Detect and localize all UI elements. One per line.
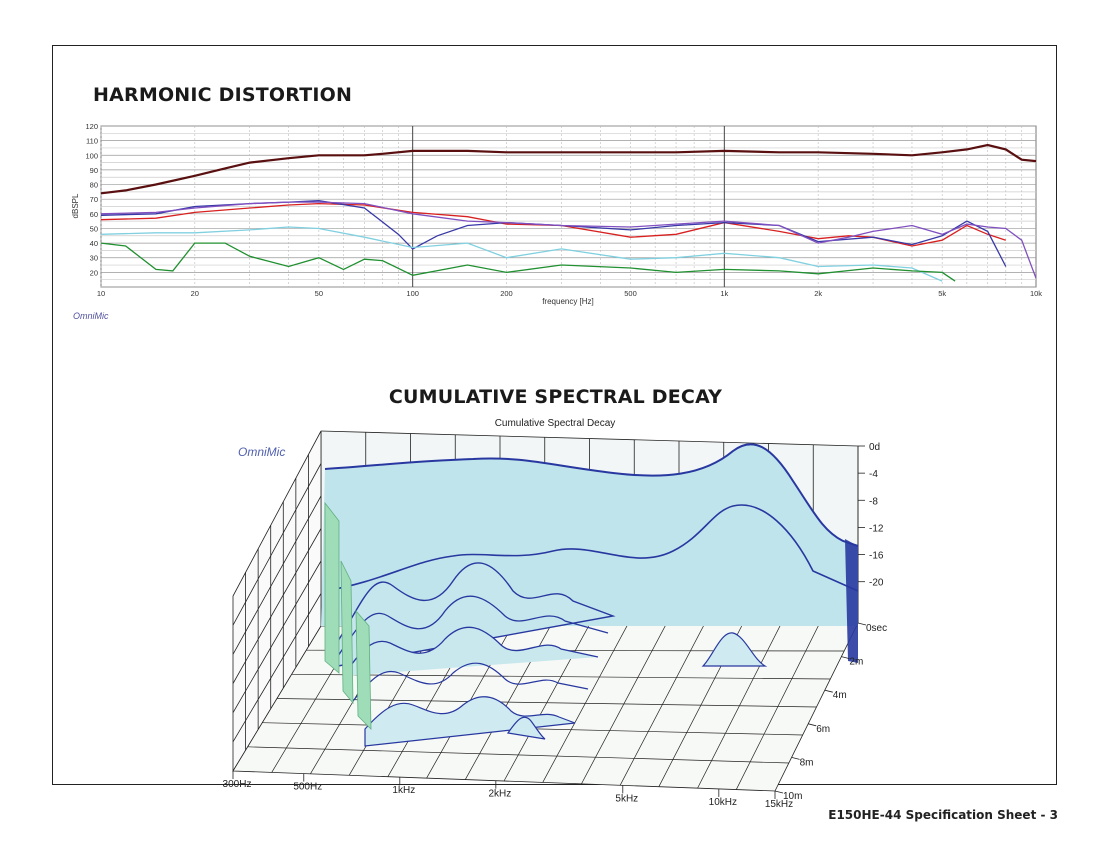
hd-ytick-label: 20 (90, 268, 98, 277)
hd-ylabel: dBSPL (71, 193, 80, 218)
csd-slice-0 (324, 443, 859, 547)
page-frame: HARMONIC DISTORTION 120 110 100 90 80 70 60 50 4… (52, 45, 1057, 810)
csd-floor-grid-h (291, 673, 831, 680)
csd-xtick-label: 300Hz (223, 779, 252, 790)
hd-xtick-label: 200 (500, 289, 513, 298)
csd-slice-1 (324, 504, 859, 592)
hd-xtick-label: 50 (315, 289, 323, 298)
csd-ttick-mark (824, 689, 833, 693)
csd-ztick-label: -16 (869, 551, 884, 562)
hd-watermark: OmniMic (73, 311, 109, 321)
csd-slice-3 (337, 595, 609, 657)
hd-xtick-label: 2k (814, 289, 822, 298)
csd-side-grid-h (232, 463, 322, 626)
csd-xtick-label: 1kHz (392, 785, 415, 796)
csd-ttick-label: 6m (816, 724, 830, 735)
csd-side-grid-h (232, 528, 322, 684)
csd-lowfreq-edge-2 (340, 560, 354, 705)
csd-back-top-edge (320, 430, 859, 447)
hd-ytick-label: 80 (90, 181, 98, 190)
hd-series-4th-harmonic (100, 201, 1037, 279)
csd-ztick-label: -12 (869, 523, 884, 534)
hd-series-2nd-harmonic (100, 202, 1007, 247)
csd-ztick-label: -20 (869, 578, 884, 589)
csd-xtick-label: 15kHz (765, 799, 793, 810)
csd-ttick-mark (841, 656, 850, 659)
csd-ttick-mark (857, 622, 867, 626)
csd-floor-grid-h (247, 746, 789, 764)
csd-ztick-label: -8 (869, 496, 878, 507)
csd-chart-title: Cumulative Spectral Decay (495, 418, 616, 429)
csd-side-grid-h (232, 593, 322, 743)
hd-series-5th-harmonic (100, 226, 943, 282)
csd-lowfreq-edge (324, 501, 340, 674)
csd-ttick-mark (808, 723, 817, 727)
hd-xtick-label: 1k (720, 289, 728, 298)
hd-xtick-label: 20 (191, 289, 199, 298)
harmonic-distortion-chart: 120 110 100 90 80 70 60 50 40 30 20 10 20 50 100 200 50… (71, 122, 1042, 321)
csd-right-edge (845, 539, 858, 663)
hd-xtick-label: 10k (1030, 289, 1042, 298)
csd-watermark: OmniMic (238, 445, 285, 459)
csd-slice-small-peak (506, 716, 546, 740)
csd-side-grid-h (232, 560, 322, 713)
csd-xtick-label: 2kHz (488, 789, 511, 800)
hd-series-6th-harmonic (100, 242, 956, 282)
csd-ttick-mark (791, 757, 800, 760)
csd-ztick-label: -4 (869, 469, 878, 480)
csd-ttick-label: 8m (800, 757, 814, 768)
csd-ttick-label: 4m (833, 690, 847, 701)
hd-ytick-label: 40 (90, 239, 98, 248)
footer-page-label: E150HE-44 Specification Sheet - 3 (828, 808, 1058, 822)
csd-title: CUMULATIVE SPECTRAL DECAY (388, 386, 723, 408)
hd-ytick-label: 110 (86, 137, 98, 146)
hd-xtick-label: 10 (97, 289, 105, 298)
csd-chart: Cumulative Spectral Decay OmniMic 0d -4 -8… (223, 418, 888, 810)
csd-slice-2 (337, 562, 616, 667)
hd-ytick-label: 60 (90, 210, 98, 219)
csd-xtick-label: 5kHz (615, 793, 638, 804)
csd-ttick-mark (774, 790, 784, 794)
hd-ytick-label: 120 (85, 122, 98, 131)
csd-xtick-label: 10kHz (709, 797, 737, 808)
hd-series-fundamental (100, 143, 1037, 195)
csd-slice-4 (342, 626, 599, 677)
hd-ytick-label: 30 (90, 254, 98, 263)
hd-xtick-label: 100 (406, 289, 419, 298)
csd-xtick-label: 500Hz (293, 782, 322, 793)
csd-slice-6 (364, 696, 576, 747)
hd-xtick-label: 500 (624, 289, 637, 298)
hd-xtick-label: 5k (938, 289, 946, 298)
csd-ttick-label: 0sec (866, 623, 887, 634)
csd-ttick-label: 10m (783, 791, 802, 802)
csd-side-grid-h (232, 495, 322, 655)
csd-slice-5 (352, 662, 589, 702)
csd-ztick-label: 0d (869, 442, 880, 453)
hd-ytick-label: 100 (85, 151, 98, 160)
hd-ytick-label: 70 (90, 195, 98, 204)
csd-slice-peak (701, 632, 768, 667)
csd-lowfreq-edge-3 (355, 609, 372, 730)
harmonic-distortion-title: HARMONIC DISTORTION (93, 84, 353, 106)
hd-xlabel: frequency [Hz] (542, 297, 594, 306)
csd-ttick-label: 2m (849, 657, 863, 668)
hd-ytick-label: 50 (90, 224, 98, 233)
hd-ytick-label: 90 (90, 166, 98, 175)
